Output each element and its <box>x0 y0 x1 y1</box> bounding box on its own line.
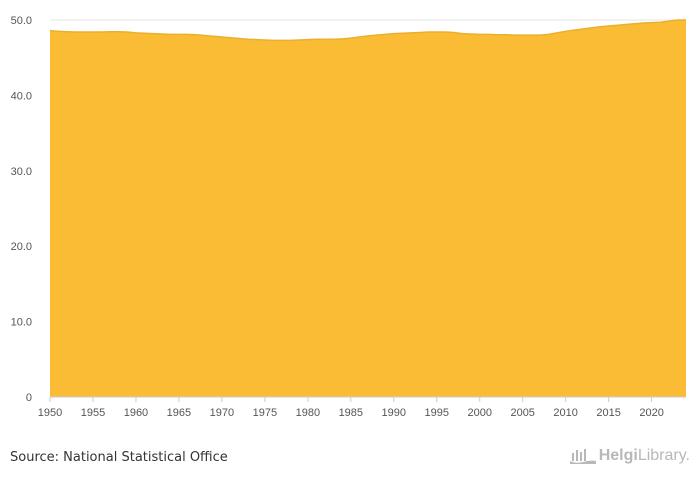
x-tick-label: 2015 <box>596 407 620 419</box>
area-fill <box>50 20 686 397</box>
x-tick-label: 1965 <box>167 407 191 419</box>
x-tick-label: 1955 <box>81 407 105 419</box>
x-tick-label: 1995 <box>425 407 449 419</box>
source-note: Source: National Statistical Office <box>10 450 228 465</box>
x-tick-label: 1990 <box>382 407 406 419</box>
logo-text-bold: Helgi <box>598 447 638 464</box>
logo-text-light: Library. <box>637 447 690 464</box>
x-tick-label: 1970 <box>210 407 234 419</box>
x-axis: 1950 1955 1960 1965 1970 1975 1980 1985 1990 1995… <box>38 396 686 419</box>
y-tick-label: 10.0 <box>11 317 32 329</box>
x-tick-label: 1975 <box>253 407 277 419</box>
helgilibrary-logo-icon <box>569 449 596 464</box>
y-axis: 0 10.0 20.0 30.0 40.0 50.0 <box>11 15 32 404</box>
y-tick-label: 50.0 <box>11 15 32 27</box>
y-tick-label: 30.0 <box>11 166 32 178</box>
x-tick-label: 2000 <box>467 407 491 419</box>
chart: 1950 1955 1960 1965 1970 1975 1980 1985 1990 1995… <box>11 15 686 419</box>
y-tick-label: 40.0 <box>11 90 32 102</box>
x-tick-label: 1980 <box>296 407 320 419</box>
y-tick-label: 0 <box>26 392 32 404</box>
x-tick-label: 1950 <box>38 407 62 419</box>
area-line <box>49 19 686 42</box>
y-tick-label: 20.0 <box>11 241 32 253</box>
x-tick-label: 2020 <box>639 407 663 419</box>
helgilibrary-logo: Helgi Library. <box>569 447 690 465</box>
x-tick-label: 2005 <box>510 407 534 419</box>
area-layer <box>49 19 686 397</box>
x-tick-label: 2010 <box>553 407 577 419</box>
x-tick-label: 1985 <box>339 407 363 419</box>
x-tick-label: 1960 <box>124 407 148 419</box>
